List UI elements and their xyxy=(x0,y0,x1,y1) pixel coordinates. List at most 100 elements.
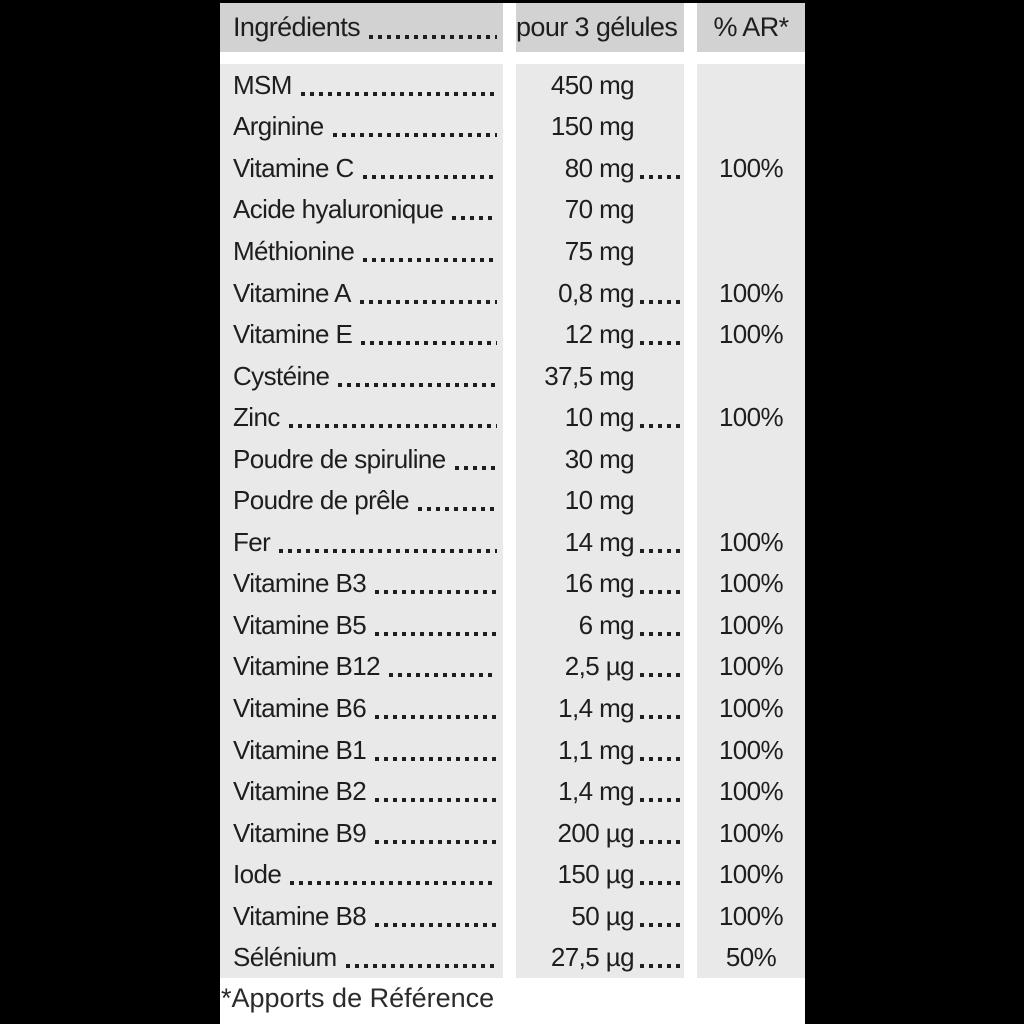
ingredient-name: Vitamine E xyxy=(233,319,353,350)
ingredient-ar-cell xyxy=(697,437,805,480)
ingredient-amount-cell: 30 mg xyxy=(516,437,684,480)
ingredient-name-cell: Vitamine A xyxy=(220,271,503,314)
ingredient-amount-cell: 1,4 mg xyxy=(516,770,684,812)
ingredient-name-cell: MSM xyxy=(220,64,503,106)
dot-leader xyxy=(640,798,684,803)
ingredient-ar-cell: 100% xyxy=(697,811,805,854)
ingredient-name-cell: Sélénium xyxy=(220,936,503,979)
ingredient-ar-cell: 100% xyxy=(697,604,805,646)
ingredient-name-cell: Méthionine xyxy=(220,230,503,272)
ingredient-amount-cell: 0,8 mg xyxy=(516,271,684,314)
ingredient-amount: 150 mg xyxy=(550,111,635,142)
ingredient-amount-cell: 70 mg xyxy=(516,188,684,231)
dot-leader xyxy=(363,257,497,262)
ingredient-name: Vitamine B8 xyxy=(233,900,367,931)
ingredient-amount: 12 mg xyxy=(564,319,635,350)
ingredient-ar-percent: 100% xyxy=(718,152,784,183)
dot-leader xyxy=(640,174,684,179)
ingredient-ar-percent: 100% xyxy=(718,277,784,308)
ingredient-name: Vitamine B1 xyxy=(233,734,367,765)
dot-leader xyxy=(300,91,497,96)
dot-leader xyxy=(369,34,497,39)
table-row: Vitamine B3 16 mg 100% xyxy=(220,562,805,605)
dot-leader xyxy=(640,756,684,761)
header-ingredients-label: Ingrédients xyxy=(233,12,361,42)
table-row: Vitamine B1 1,1 mg 100% xyxy=(220,728,805,771)
dot-leader xyxy=(640,299,684,304)
ingredient-name: Cystéine xyxy=(233,360,330,391)
ingredient-name: Poudre de prêle xyxy=(233,485,410,516)
ingredient-amount-cell: 14 mg xyxy=(516,521,684,563)
ingredient-ar-cell: 100% xyxy=(697,645,805,688)
dot-leader xyxy=(375,922,497,927)
ingredient-name: Iode xyxy=(233,859,282,890)
table-row: Iode 150 µg 100% xyxy=(220,853,805,895)
ingredient-amount-cell: 6 mg xyxy=(516,604,684,646)
ingredient-ar-cell: 100% xyxy=(697,894,805,937)
header-per-3-capsules-label: pour 3 gélules xyxy=(516,12,678,42)
ingredient-ar-cell: 100% xyxy=(697,562,805,605)
ingredient-amount: 2,5 µg xyxy=(564,651,635,682)
ingredient-ar-cell: 100% xyxy=(697,271,805,314)
dot-leader xyxy=(345,964,497,969)
dot-leader xyxy=(375,756,497,761)
dot-leader xyxy=(375,631,497,636)
ingredient-name: Poudre de spiruline xyxy=(233,443,446,474)
ingredient-amount-cell: 1,1 mg xyxy=(516,728,684,771)
ingredient-ar-cell: 100% xyxy=(697,396,805,438)
ingredient-ar-cell: 100% xyxy=(697,147,805,189)
ingredient-amount: 37,5 mg xyxy=(544,360,634,391)
ingredient-amount-cell: 80 mg xyxy=(516,147,684,189)
ingredient-amount-cell: 150 mg xyxy=(516,105,684,148)
ingredient-amount: 50 µg xyxy=(571,900,634,931)
ingredient-name-cell: Vitamine E xyxy=(220,313,503,355)
ingredient-ar-percent: 50% xyxy=(725,942,777,973)
ingredient-amount-cell: 75 mg xyxy=(516,230,684,272)
ingredient-ar-cell xyxy=(697,64,805,106)
ingredient-ar-percent: 100% xyxy=(718,651,784,682)
ingredient-ar-cell: 100% xyxy=(697,853,805,895)
dot-leader xyxy=(418,507,497,512)
ingredient-name: Fer xyxy=(233,526,271,557)
ingredient-name: Sélénium xyxy=(233,942,337,973)
ingredient-name: Méthionine xyxy=(233,235,355,266)
table-row: Vitamine E 12 mg 100% xyxy=(220,313,805,355)
ingredient-name: MSM xyxy=(233,69,292,100)
dot-leader xyxy=(640,590,684,595)
ingredient-name: Vitamine A xyxy=(233,277,351,308)
ingredient-ar-percent: 100% xyxy=(718,692,784,723)
ingredient-amount: 450 mg xyxy=(550,69,635,100)
ingredient-name: Vitamine B3 xyxy=(233,568,367,599)
ingredient-amount-cell: 16 mg xyxy=(516,562,684,605)
table-row: Vitamine B5 6 mg 100% xyxy=(220,604,805,646)
ingredient-ar-cell xyxy=(697,354,805,397)
dot-leader xyxy=(640,964,684,969)
ingredient-name-cell: Zinc xyxy=(220,396,503,438)
ingredient-amount: 70 mg xyxy=(564,194,635,225)
dot-leader xyxy=(640,922,684,927)
ingredient-amount-cell: 37,5 mg xyxy=(516,354,684,397)
dot-leader xyxy=(640,341,684,346)
dot-leader xyxy=(279,548,497,553)
table-row: Fer 14 mg 100% xyxy=(220,521,805,563)
ingredient-ar-cell xyxy=(697,105,805,148)
table-row: Vitamine B12 2,5 µg 100% xyxy=(220,645,805,688)
ingredient-name: Vitamine B6 xyxy=(233,692,367,723)
dot-leader xyxy=(640,673,684,678)
ingredient-ar-percent: 100% xyxy=(718,900,784,931)
table-row: Vitamine B6 1,4 mg 100% xyxy=(220,687,805,729)
dot-leader xyxy=(375,798,497,803)
ingredient-ar-cell: 100% xyxy=(697,728,805,771)
ingredient-name-cell: Vitamine B3 xyxy=(220,562,503,605)
ingredient-amount-cell: 10 mg xyxy=(516,479,684,522)
ingredient-ar-percent: 100% xyxy=(718,319,784,350)
ingredient-amount: 27,5 µg xyxy=(550,942,635,973)
table-row: Acide hyaluronique 70 mg xyxy=(220,188,805,231)
ingredient-name: Acide hyaluronique xyxy=(233,194,444,225)
table-row: Vitamine A 0,8 mg 100% xyxy=(220,271,805,314)
ingredient-amount-cell: 150 µg xyxy=(516,853,684,895)
ingredient-name-cell: Poudre de prêle xyxy=(220,479,503,522)
dot-leader xyxy=(338,382,497,387)
ingredient-amount-cell: 50 µg xyxy=(516,894,684,937)
ingredient-ar-percent: 100% xyxy=(718,859,784,890)
